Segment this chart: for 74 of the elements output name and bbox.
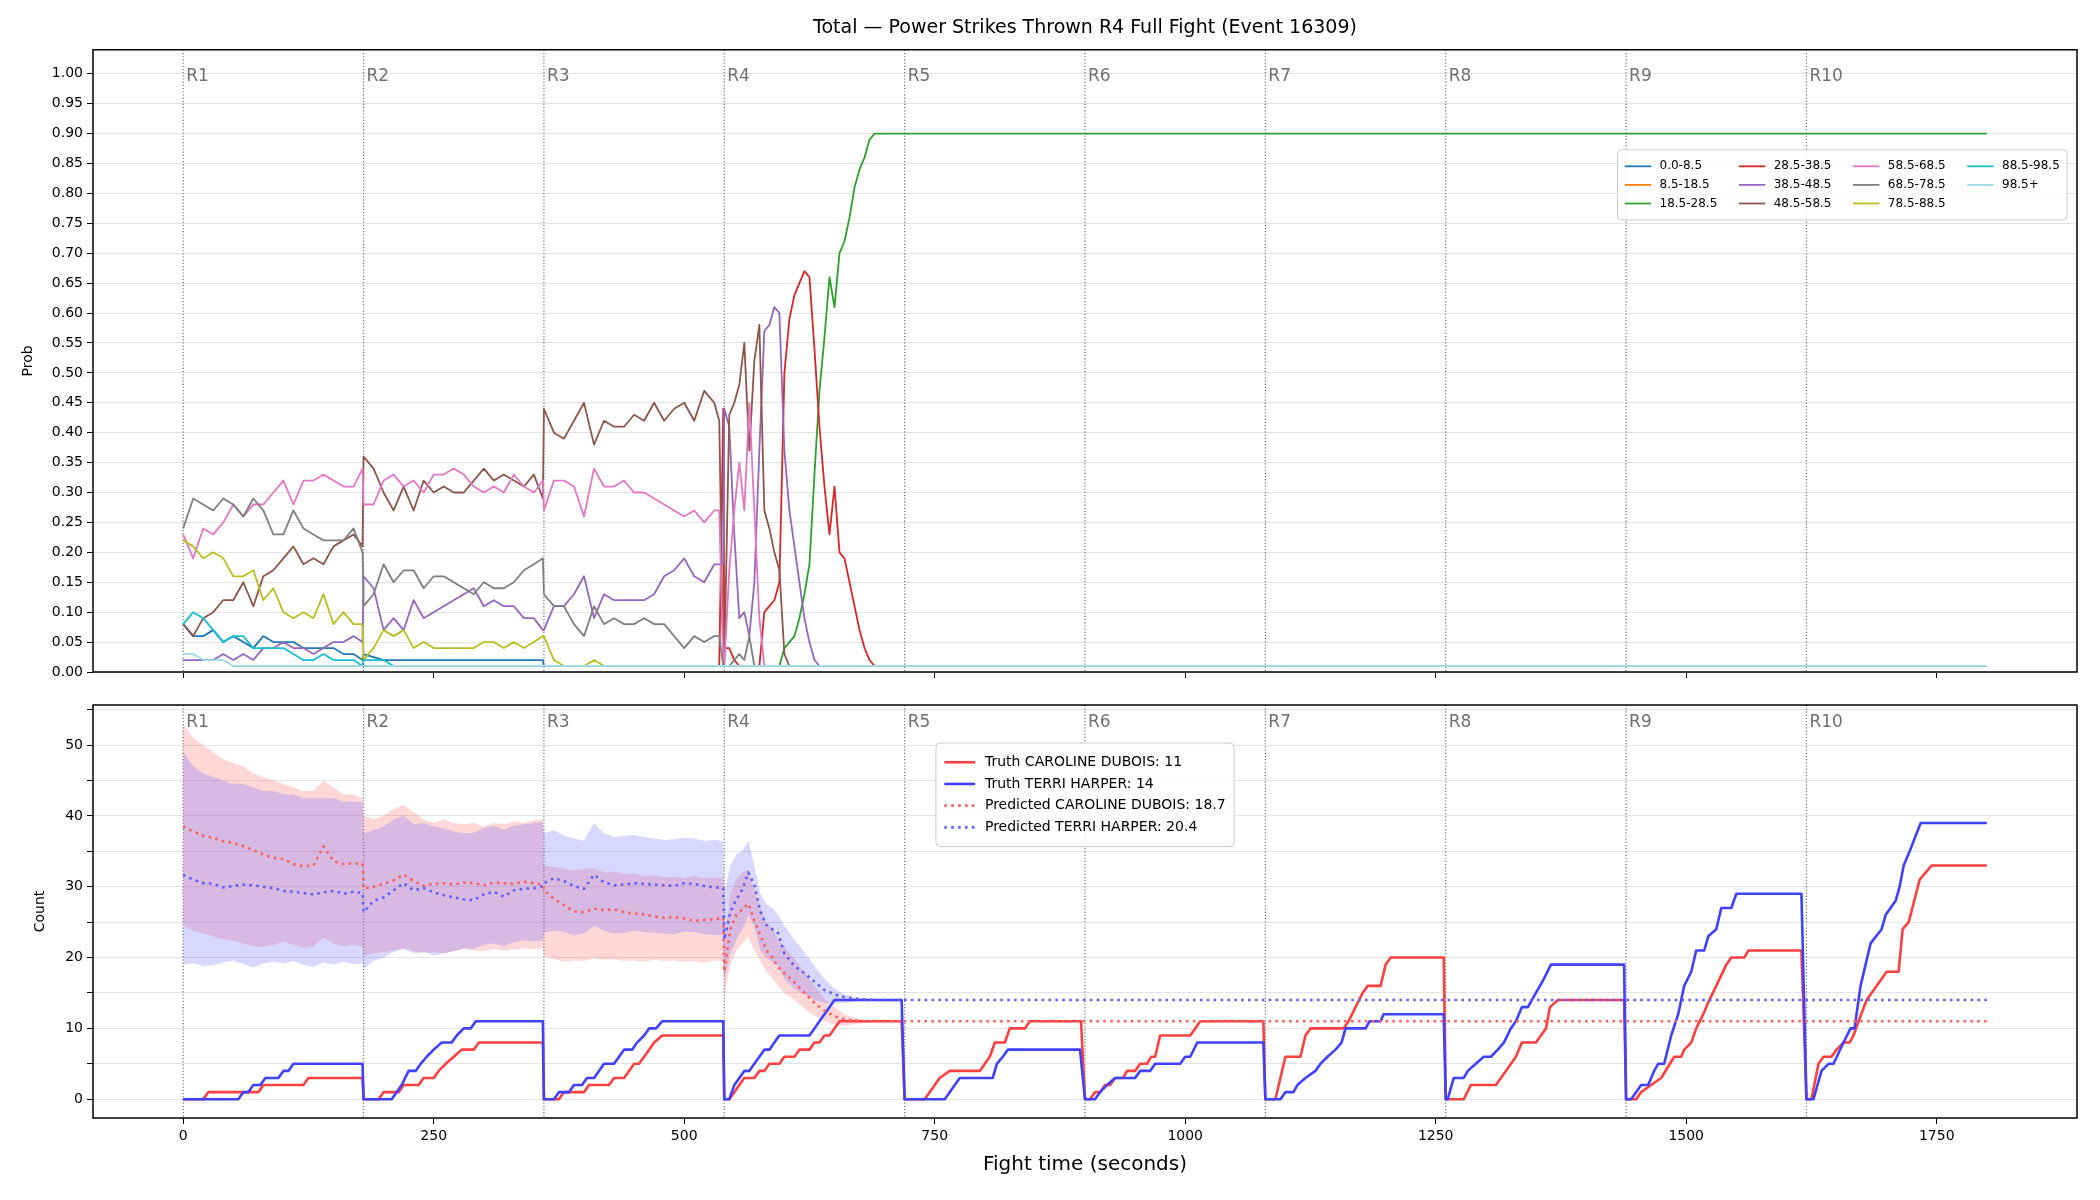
ref-line-label: R8 xyxy=(1448,711,1472,732)
ref-line-label: R3 xyxy=(546,711,570,732)
y-tick-label: 0.70 xyxy=(51,243,83,260)
legend-label: Predicted TERRI HARPER: 20.4 xyxy=(984,817,1198,834)
y-tick-label: 0.25 xyxy=(51,513,83,530)
x-axis-title: Fight time (seconds) xyxy=(982,1151,1188,1176)
x-tick-label: 1750 xyxy=(1918,1127,1955,1144)
legend-label: 38.5-48.5 xyxy=(1773,177,1832,192)
chart-title: Total — Power Strikes Thrown R4 Full Fight (Event 16309) xyxy=(812,15,1357,38)
y-tick-label: 0.30 xyxy=(51,483,83,500)
legend-label: 18.5-28.5 xyxy=(1659,195,1718,210)
x-tick-label: 250 xyxy=(420,1127,448,1144)
y-axis-title: Count xyxy=(30,890,47,933)
ref-line-label: R5 xyxy=(907,711,931,732)
x-tick-label: 1250 xyxy=(1417,1127,1454,1144)
ref-line-label: R2 xyxy=(366,65,390,86)
ref-line-label: R6 xyxy=(1088,65,1111,86)
y-tick-label: 0.75 xyxy=(51,213,83,230)
legend-label: Predicted CAROLINE DUBOIS: 18.7 xyxy=(984,796,1226,813)
y-tick-label: 0.10 xyxy=(51,602,83,619)
y-tick-label: 0 xyxy=(74,1089,83,1106)
legend-label: 8.5-18.5 xyxy=(1659,177,1710,192)
y-tick-label: 1.00 xyxy=(51,64,83,81)
ref-line-label: R9 xyxy=(1629,65,1652,86)
legend-label: 58.5-68.5 xyxy=(1887,158,1946,173)
legend-label: 98.5+ xyxy=(2002,177,2039,192)
ref-line-label: R4 xyxy=(727,711,750,732)
y-tick-label: 40 xyxy=(65,806,83,823)
y-tick-label: 10 xyxy=(65,1019,83,1036)
y-tick-label: 0.05 xyxy=(51,632,83,649)
x-tick-label: 1000 xyxy=(1167,1127,1204,1144)
x-tick-label: 500 xyxy=(670,1127,698,1144)
y-tick-label: 0.35 xyxy=(51,453,83,470)
y-tick-label: 20 xyxy=(65,948,83,965)
x-tick-label: 1500 xyxy=(1668,1127,1705,1144)
ref-line-label: R9 xyxy=(1629,711,1652,732)
legend-label: 0.0-8.5 xyxy=(1659,158,1703,173)
y-tick-label: 0.40 xyxy=(51,423,83,440)
ref-line-label: R4 xyxy=(727,65,750,86)
y-tick-label: 0.20 xyxy=(51,542,83,559)
ref-line-label: R7 xyxy=(1268,711,1291,732)
ref-line-label: R10 xyxy=(1809,711,1843,732)
ref-line-label: R5 xyxy=(907,65,931,86)
y-tick-label: 0.65 xyxy=(51,273,83,290)
x-tick-label: 750 xyxy=(921,1127,949,1144)
ref-line-label: R3 xyxy=(546,65,570,86)
y-tick-label: 0.85 xyxy=(51,154,83,171)
ref-line-label: R8 xyxy=(1448,65,1472,86)
y-tick-label: 0.80 xyxy=(51,184,83,201)
y-tick-label: 0.60 xyxy=(51,303,83,320)
legend-label: 28.5-38.5 xyxy=(1773,158,1832,173)
y-tick-label: 0.50 xyxy=(51,363,83,380)
y-tick-label: 0.00 xyxy=(51,662,83,679)
y-tick-label: 0.45 xyxy=(51,393,83,410)
y-tick-label: 0.15 xyxy=(51,572,83,589)
x-tick-label: 0 xyxy=(178,1127,188,1144)
legend-label: 48.5-58.5 xyxy=(1773,195,1832,210)
legend-label: Truth CAROLINE DUBOIS: 11 xyxy=(983,752,1183,769)
ref-line-label: R2 xyxy=(366,711,390,732)
ref-line-label: R1 xyxy=(186,711,209,732)
ref-line-label: R10 xyxy=(1809,65,1843,86)
legend-label: Truth TERRI HARPER: 14 xyxy=(983,774,1154,791)
y-tick-label: 30 xyxy=(65,877,83,894)
y-tick-label: 50 xyxy=(65,735,83,752)
y-tick-label: 0.90 xyxy=(51,124,83,141)
y-tick-label: 0.55 xyxy=(51,333,83,350)
ref-line-label: R7 xyxy=(1268,65,1291,86)
legend-label: 78.5-88.5 xyxy=(1887,195,1946,210)
y-tick-label: 0.95 xyxy=(51,94,83,111)
legend-label: 68.5-78.5 xyxy=(1887,177,1946,192)
ref-line-label: R1 xyxy=(186,65,209,86)
legend-label: 88.5-98.5 xyxy=(2002,158,2060,173)
ref-line-label: R6 xyxy=(1088,711,1111,732)
y-axis-title: Prob xyxy=(18,345,35,377)
